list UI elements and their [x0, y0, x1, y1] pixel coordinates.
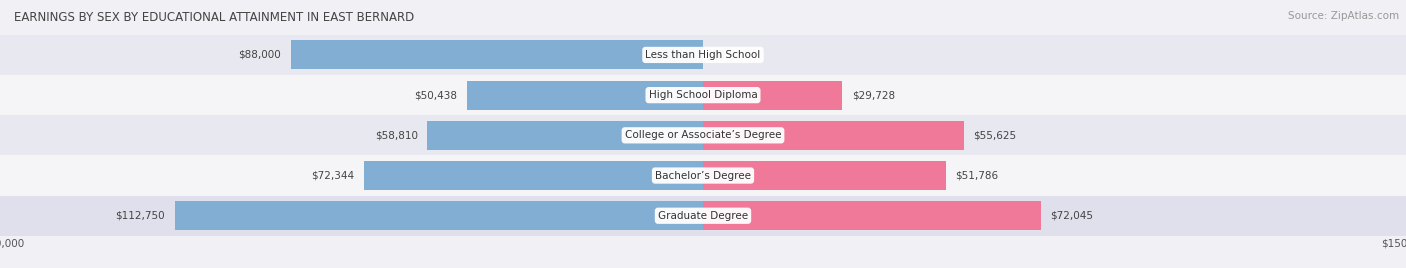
Bar	[0, 115, 1406, 155]
Bar	[0, 75, 1406, 115]
Bar	[291, 40, 703, 69]
Bar	[0, 196, 1406, 236]
Text: $58,810: $58,810	[375, 130, 418, 140]
Bar	[0, 155, 1406, 196]
Bar	[703, 201, 1040, 230]
Text: $55,625: $55,625	[973, 130, 1017, 140]
Bar	[703, 161, 946, 190]
Text: $51,786: $51,786	[955, 170, 998, 181]
Text: EARNINGS BY SEX BY EDUCATIONAL ATTAINMENT IN EAST BERNARD: EARNINGS BY SEX BY EDUCATIONAL ATTAINMEN…	[14, 11, 415, 24]
Text: $88,000: $88,000	[239, 50, 281, 60]
Text: $50,438: $50,438	[415, 90, 457, 100]
Text: Source: ZipAtlas.com: Source: ZipAtlas.com	[1288, 11, 1399, 21]
Text: Bachelor’s Degree: Bachelor’s Degree	[655, 170, 751, 181]
Bar	[174, 201, 703, 230]
Text: $72,045: $72,045	[1050, 211, 1092, 221]
Text: Graduate Degree: Graduate Degree	[658, 211, 748, 221]
Text: Less than High School: Less than High School	[645, 50, 761, 60]
Text: College or Associate’s Degree: College or Associate’s Degree	[624, 130, 782, 140]
Bar	[467, 81, 703, 110]
Text: High School Diploma: High School Diploma	[648, 90, 758, 100]
Bar	[703, 81, 842, 110]
Text: $0: $0	[713, 50, 725, 60]
Bar	[364, 161, 703, 190]
Bar	[703, 121, 963, 150]
Bar	[0, 35, 1406, 75]
Text: $29,728: $29,728	[852, 90, 894, 100]
Text: $72,344: $72,344	[312, 170, 354, 181]
Bar	[427, 121, 703, 150]
Text: $112,750: $112,750	[115, 211, 166, 221]
